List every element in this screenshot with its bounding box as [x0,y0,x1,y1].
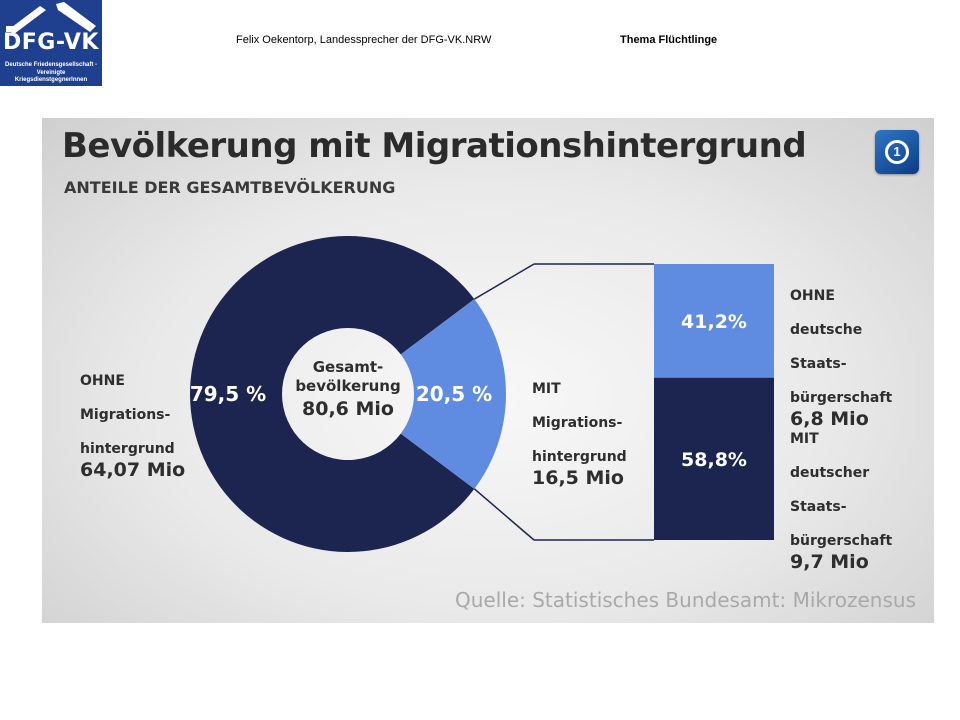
segment-label-mit-line1: MIT [790,431,819,447]
slice-label-mit-line3: hintergrund [532,449,627,465]
segment-label-ohne-staatsbuergerschaft: OHNE deutsche Staats- bürgerschaft 6,8 M… [790,271,892,448]
segment-label-mit-staatsbuergerschaft: MIT deutscher Staats- bürgerschaft 9,7 M… [790,414,892,591]
broken-rifle-icon [6,2,96,34]
chart-title: Bevölkerung mit Migrationshintergrund [62,126,807,166]
segment-label-mit-line4: bürgerschaft [790,533,893,549]
segment-label-ohne-line3: Staats- [790,356,847,372]
slice-label-ohne-line2: Migrations- [80,407,171,423]
center-value: 80,6 Mio [302,398,394,420]
slice-value-mit: 16,5 Mio [532,467,624,489]
logo-subtitle-line1: Deutsche Friedensgesellschaft - [4,62,98,68]
connector-line-bottom [473,488,535,541]
broadcaster-logo-icon: 1 [875,130,919,174]
donut-slice-mit-migrationshintergrund [400,299,506,489]
slice-label-mit: MIT Migrations- hintergrund 16,5 Mio [532,364,627,507]
slice-label-mit-line2: Migrations- [532,415,623,431]
slice-label-ohne: OHNE Migrations- hintergrund 64,07 Mio [80,356,185,499]
header-author: Felix Oekentorp, Landessprecher der DFG-… [236,34,492,46]
header-topic: Thema Flüchtlinge [620,34,718,46]
connector-line-top [473,263,535,300]
bar-percent-ohne: 41,2% [681,311,747,333]
segment-label-ohne-line4: bürgerschaft [790,390,893,406]
slice-label-ohne-line1: OHNE [80,373,125,389]
slice-percent-mit: 20,5 % [416,382,492,406]
chart-subtitle: ANTEILE DER GESAMTBEVÖLKERUNG [64,178,396,197]
logo-subtitle-line2: Vereinigte KriegsdienstgegnerInnen [14,69,88,84]
segment-label-ohne-line1: OHNE [790,288,835,304]
center-label-line1: Gesamt- [313,358,384,376]
broadcaster-logo-mark: 1 [885,140,909,164]
logo-subtitle: Deutsche Friedensgesellschaft - Vereinig… [2,62,100,85]
source-note: Quelle: Statistisches Bundesamt: Mikroze… [455,588,916,612]
segment-value-ohne: 6,8 Mio [790,408,869,430]
segment-value-mit: 9,7 Mio [790,551,869,573]
segment-label-ohne-line2: deutsche [790,322,863,338]
segment-label-mit-line2: deutscher [790,465,870,481]
chart-canvas: 79,5 % 20,5 % Gesamt-bevölkerung 80,6 Mio 41… [190,235,774,553]
segment-label-mit-line3: Staats- [790,499,847,515]
bar-segment-mit-staatsbuergerschaft [654,377,774,540]
slice-label-mit-line1: MIT [532,381,561,397]
slice-value-ohne: 64,07 Mio [80,459,186,481]
bar-percent-mit: 58,8% [681,449,747,471]
slice-percent-ohne: 79,5 % [190,382,266,406]
logo-text: DFG-VK [3,30,99,55]
center-label-line2: bevölkerung [295,377,400,395]
dfg-vk-logo: DFG-VK Deutsche Friedensgesellschaft - V… [0,0,102,86]
bar-segment-ohne-staatsbuergerschaft [654,264,774,378]
infographic-panel: Bevölkerung mit Migrationshintergrund AN… [42,118,934,623]
donut-slice-ohne-migrationshintergrund [190,235,475,553]
slice-label-ohne-line3: hintergrund [80,441,175,457]
